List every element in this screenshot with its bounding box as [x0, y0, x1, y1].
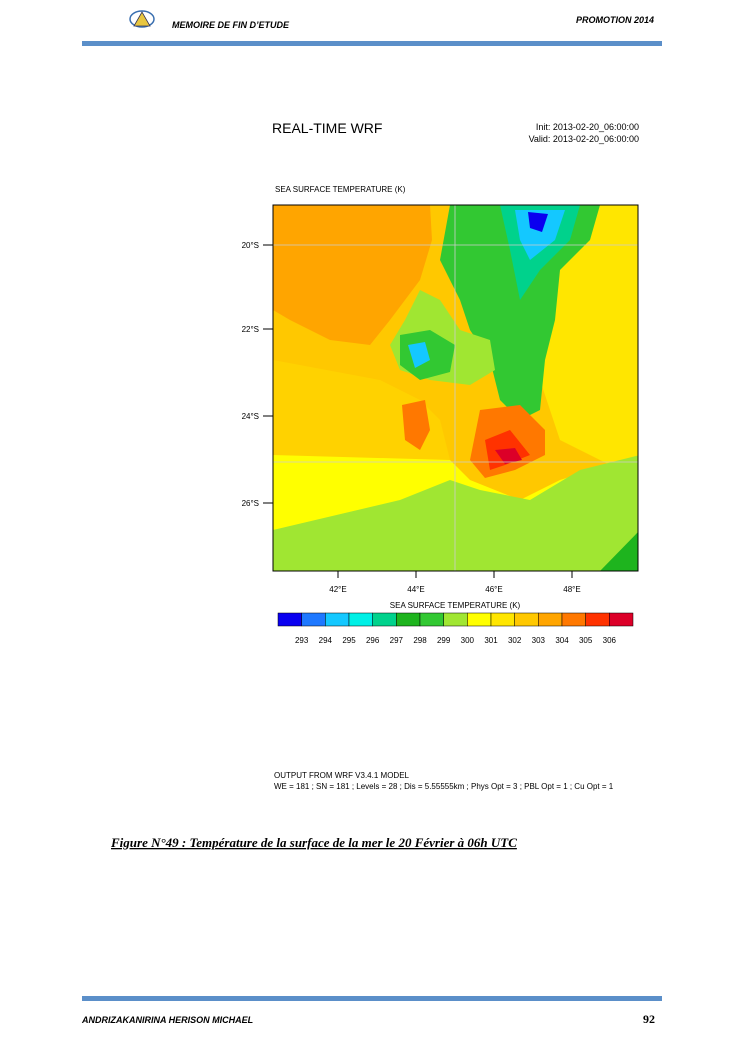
colorbar-swatch [419, 612, 444, 627]
header-promotion: PROMOTION 2014 [576, 15, 654, 25]
colorbar-label: 304 [555, 636, 569, 645]
map-axes: 20°S 22°S 24°S 26°S 42°E 44°E 46°E 48°E [242, 241, 581, 594]
colorbar-label: 297 [390, 636, 404, 645]
footer-rule [82, 996, 662, 1001]
lat-label: 20°S [242, 241, 259, 250]
colorbar-swatch [561, 612, 586, 627]
header-title: MEMOIRE DE FIN D’ETUDE [172, 20, 290, 30]
page-number: 92 [643, 1012, 655, 1026]
colorbar-swatch [585, 612, 610, 627]
colorbar-swatch [490, 612, 515, 627]
map-title: SEA SURFACE TEMPERATURE (K) [275, 185, 406, 194]
colorbar: 293 294 295 296 297 298 299 300 301 302 303 304 305 3… [277, 612, 634, 645]
colorbar-swatch [538, 612, 563, 627]
figure-title: REAL-TIME WRF [272, 120, 382, 136]
lon-label: 48°E [563, 585, 580, 594]
colorbar-swatch [467, 612, 492, 627]
colorbar-label: 300 [461, 636, 475, 645]
lon-label: 46°E [485, 585, 502, 594]
output-line: WE = 181 ; SN = 181 ; Levels = 28 ; Dis … [274, 782, 614, 791]
lat-label: 22°S [242, 325, 259, 334]
colorbar-label: 294 [319, 636, 333, 645]
colorbar-swatch [348, 612, 373, 627]
colorbar-swatch [609, 612, 634, 627]
lat-label: 24°S [242, 412, 259, 421]
lon-label: 42°E [329, 585, 346, 594]
output-line: OUTPUT FROM WRF V3.4.1 MODEL [274, 771, 410, 780]
colorbar-swatch [372, 612, 397, 627]
colorbar-swatch [325, 612, 350, 627]
figure-valid: Valid: 2013-02-20_06:00:00 [529, 134, 639, 144]
colorbar-label: 293 [295, 636, 309, 645]
colorbar-swatch [443, 612, 468, 627]
colorbar-label: 296 [366, 636, 380, 645]
lon-label: 44°E [407, 585, 424, 594]
colorbar-swatch [277, 612, 302, 627]
colorbar-label: 303 [532, 636, 546, 645]
colorbar-label: 299 [437, 636, 451, 645]
header-rule [82, 41, 662, 46]
colorbar-swatch [396, 612, 421, 627]
colorbar-label: 305 [579, 636, 593, 645]
colorbar-swatch [301, 612, 326, 627]
colorbar-title: SEA SURFACE TEMPERATURE (K) [390, 601, 521, 610]
figure-init: Init: 2013-02-20_06:00:00 [536, 122, 639, 132]
colorbar-label: 306 [603, 636, 617, 645]
colorbar-label: 301 [484, 636, 498, 645]
caption: Figure N°49 : Température de la surface … [110, 835, 517, 850]
lat-label: 26°S [242, 499, 259, 508]
footer-author: ANDRIZAKANIRINA HERISON MICHAEL [81, 1015, 253, 1025]
colorbar-label: 295 [342, 636, 356, 645]
colorbar-label: 302 [508, 636, 522, 645]
logo [129, 10, 155, 28]
colorbar-swatch [514, 612, 539, 627]
map [272, 204, 639, 572]
colorbar-label: 298 [413, 636, 427, 645]
